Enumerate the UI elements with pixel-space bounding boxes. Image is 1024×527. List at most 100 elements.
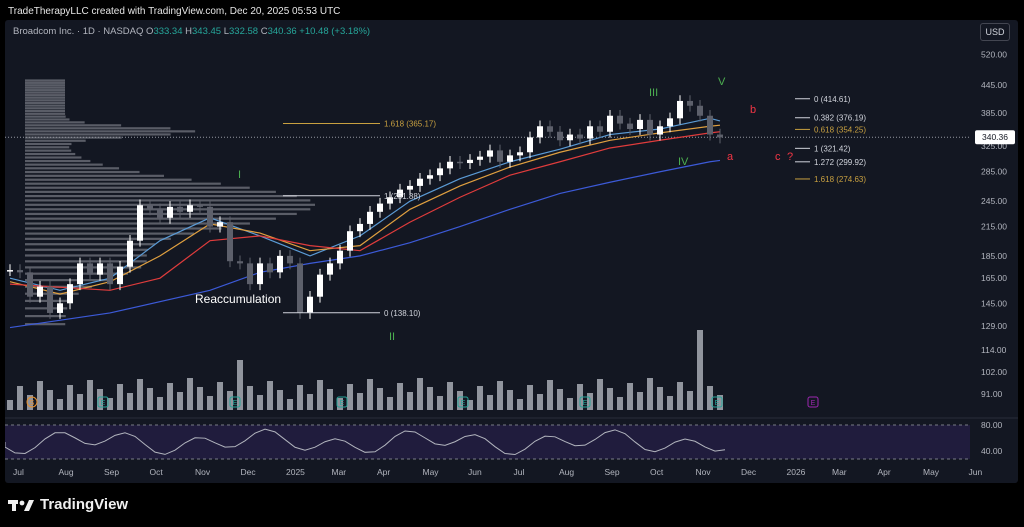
volume-profile-bar bbox=[25, 79, 65, 82]
earnings-marker bbox=[336, 396, 348, 408]
wave-label: I bbox=[238, 169, 241, 181]
volume-bar bbox=[67, 385, 73, 410]
volume-bar bbox=[87, 380, 93, 410]
volume-bar bbox=[107, 398, 113, 410]
chart-panel[interactable]: 1 (251.88) 0 (138.10) 1.618 (365.17) 0 (414… bbox=[5, 20, 1018, 483]
price-axis-tick: 165.00 bbox=[981, 273, 1007, 283]
candle-body bbox=[357, 223, 363, 232]
volume-profile-bar bbox=[25, 178, 192, 181]
volume-bar bbox=[317, 380, 323, 410]
volume-profile-bar bbox=[25, 142, 72, 146]
event-letter: E bbox=[461, 400, 466, 407]
candle-body bbox=[617, 115, 623, 124]
candle-body bbox=[527, 137, 533, 153]
volume-bars bbox=[7, 330, 723, 410]
event-letter: S bbox=[30, 400, 35, 407]
symbol-legend[interactable]: Broadcom Inc. · 1D · NASDAQ O333.34 H343… bbox=[13, 26, 370, 37]
volume-bar bbox=[27, 395, 33, 410]
time-axis-tick: Aug bbox=[59, 467, 74, 477]
candle-body bbox=[307, 296, 313, 313]
fib-level-label: 1 (251.88) bbox=[384, 192, 421, 201]
volume-bar bbox=[137, 379, 143, 410]
close-value: 340.36 bbox=[267, 26, 297, 37]
volume-profile-bar bbox=[25, 121, 85, 124]
price-chart[interactable]: 1 (251.88) 0 (138.10) 1.618 (365.17) 0 (414… bbox=[5, 20, 1018, 483]
volume-bar bbox=[537, 394, 543, 410]
price-axis-tick: 185.00 bbox=[981, 251, 1007, 261]
volume-bar bbox=[147, 388, 153, 410]
candle-body bbox=[37, 286, 43, 297]
candle-body bbox=[157, 209, 163, 218]
volume-profile-bar bbox=[25, 182, 221, 185]
time-axis-tick: Nov bbox=[696, 467, 712, 477]
candle-body bbox=[677, 100, 683, 119]
volume-bar bbox=[717, 395, 723, 410]
volume-bar bbox=[697, 330, 703, 410]
symbol-name: Broadcom Inc. · 1D · NASDAQ bbox=[13, 26, 144, 37]
volume-bar bbox=[467, 400, 473, 410]
candle-body bbox=[657, 126, 663, 135]
volume-bar bbox=[477, 386, 483, 410]
volume-bar bbox=[567, 398, 573, 410]
volume-bar bbox=[297, 385, 303, 410]
candles bbox=[7, 95, 723, 319]
candle-body bbox=[597, 126, 603, 132]
volume-profile-bar bbox=[25, 115, 66, 118]
volume-bar bbox=[17, 386, 23, 410]
fib-level-label: 1.272 (299.92) bbox=[814, 158, 866, 167]
volume-profile-bar bbox=[25, 109, 66, 113]
attribution-text: TradeTherapyLLC created with TradingView… bbox=[8, 6, 341, 17]
volume-bar bbox=[267, 381, 273, 410]
fib-level-label: 0 (414.61) bbox=[814, 95, 851, 104]
candle-body bbox=[517, 152, 523, 156]
candle-body bbox=[317, 274, 323, 297]
volume-profile-bar bbox=[25, 136, 122, 139]
fib-level-label: 0.618 (354.25) bbox=[814, 125, 866, 134]
volume-bar bbox=[437, 396, 443, 410]
candle-body bbox=[567, 134, 573, 141]
volume-bar bbox=[97, 389, 103, 410]
volume-profile-bar bbox=[25, 272, 128, 275]
event-letter: E bbox=[101, 400, 106, 407]
time-axis-tick: Aug bbox=[559, 467, 574, 477]
volume-profile-bar bbox=[25, 149, 72, 152]
earnings-marker bbox=[97, 396, 109, 408]
volume-bar bbox=[47, 390, 53, 410]
volume-profile-bar bbox=[25, 127, 171, 130]
volume-profile-bar bbox=[25, 133, 171, 136]
footer-logo[interactable]: TradingView bbox=[8, 496, 128, 513]
event-marker bbox=[579, 396, 591, 408]
time-axis-tick: Dec bbox=[241, 467, 257, 477]
volume-bar bbox=[647, 378, 653, 410]
currency-button[interactable]: USD bbox=[980, 23, 1010, 41]
volume-profile-bar bbox=[25, 86, 65, 89]
candle-body bbox=[417, 178, 423, 186]
close-label: C bbox=[260, 26, 268, 37]
volume-bar bbox=[37, 381, 43, 410]
candle-body bbox=[237, 261, 243, 264]
volume-profile-bar bbox=[25, 107, 66, 110]
split-marker bbox=[26, 396, 38, 408]
volume-profile-bar bbox=[25, 323, 66, 326]
event-marker bbox=[229, 396, 241, 408]
ma-long-line bbox=[9, 159, 721, 329]
volume-profile-bar bbox=[25, 174, 164, 177]
volume-profile-bar bbox=[25, 266, 142, 269]
earnings-marker bbox=[457, 396, 469, 408]
wave-label: ? bbox=[787, 151, 793, 163]
candle-body bbox=[487, 150, 493, 157]
volume-profile-bar bbox=[25, 199, 311, 202]
candle-body bbox=[387, 197, 393, 204]
time-axis-tick: Jul bbox=[514, 467, 525, 477]
candle-body bbox=[577, 134, 583, 139]
volume-bar bbox=[57, 399, 63, 410]
candle-body bbox=[97, 263, 103, 275]
time-axis-tick: 2025 bbox=[286, 467, 305, 477]
high-label: H bbox=[185, 26, 193, 37]
candle-body bbox=[447, 161, 453, 169]
volume-profile-bar bbox=[25, 163, 103, 166]
candle-body bbox=[227, 222, 233, 262]
ma-slow-line bbox=[9, 131, 721, 291]
earnings-marker bbox=[807, 396, 819, 408]
wave-label: V bbox=[718, 76, 726, 88]
